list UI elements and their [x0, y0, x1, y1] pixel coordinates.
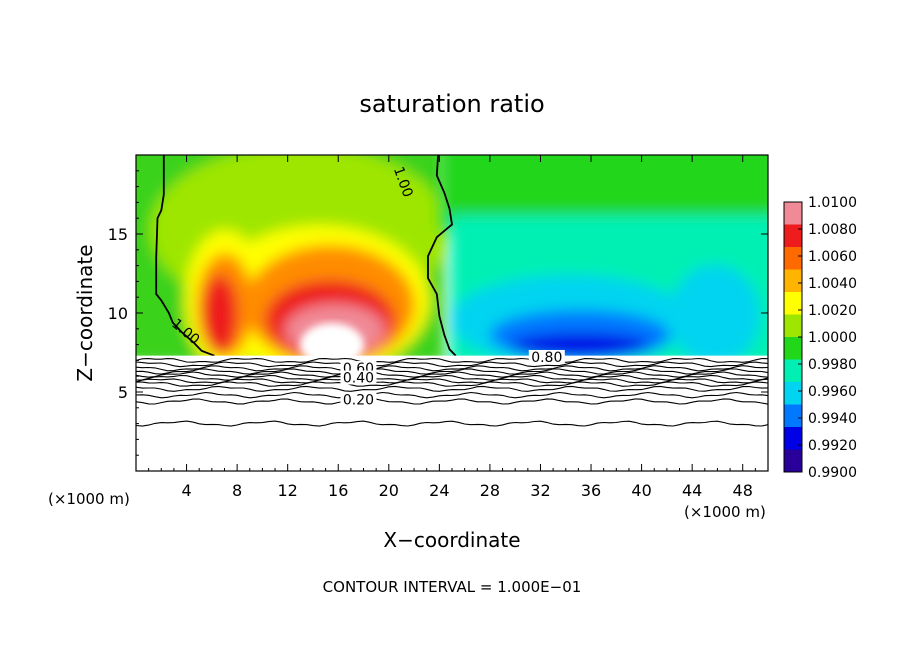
x-tick-label: 44: [682, 481, 702, 500]
x-unit-left: (×1000 m): [48, 490, 130, 508]
y-tick-label: 10: [108, 304, 128, 323]
x-tick-label: 8: [232, 481, 242, 500]
contour-label-background: [340, 370, 377, 385]
colorbar-swatch: [784, 202, 802, 225]
lower-contour-line: [136, 420, 768, 427]
colorbar-label: 1.0080: [808, 222, 857, 238]
lower-contour-line: [136, 374, 768, 381]
x-tick-label: 24: [429, 481, 449, 500]
contour-label-background: [528, 349, 565, 364]
x-tick-label: 48: [733, 481, 753, 500]
x-tick-label: 16: [328, 481, 348, 500]
colorbar-label: 0.9900: [808, 465, 857, 481]
colorbar-label: 1.0100: [808, 195, 857, 211]
colorbar-swatch: [784, 224, 802, 248]
colorbar-label: 0.9960: [808, 384, 857, 400]
y-tick-label: 5: [118, 383, 128, 402]
colorbar-label: 1.0000: [808, 330, 857, 346]
x-tick-label: 40: [631, 481, 651, 500]
chart-title: saturation ratio: [359, 90, 544, 118]
colorbar-swatch: [784, 427, 802, 450]
contour-interval-footer: CONTOUR INTERVAL = 1.000E−01: [323, 578, 582, 596]
x-axis-ticks: 4 8 12 16 20 24 28 32 36 40 44 48: [148, 155, 756, 500]
contour-line-1-00-right: [427, 155, 457, 357]
lower-contour-line: [136, 368, 768, 375]
lower-contour-line: [136, 398, 768, 405]
plot-area: 1.001.000.800.600.400.20: [136, 155, 768, 471]
x-tick-label: 28: [480, 481, 500, 500]
contour-label-background: [340, 392, 377, 407]
colorbar-swatch: [784, 404, 802, 428]
x-tick-label: 4: [181, 481, 191, 500]
colorbar-swatch: [784, 269, 802, 293]
colorbar-label: 0.9940: [808, 411, 857, 427]
y-axis-label: Z−coordinate: [73, 244, 97, 381]
y-tick-label: 15: [108, 225, 128, 244]
lower-contour-lines: [136, 357, 768, 427]
colorbar-label: 1.0020: [808, 303, 857, 319]
colorbar-label: 0.9980: [808, 357, 857, 373]
contour-label: 0.40: [343, 371, 374, 387]
colorbar-label: 1.0040: [808, 276, 857, 292]
x-tick-label: 36: [581, 481, 601, 500]
x-unit-right: (×1000 m): [684, 503, 766, 521]
field-cyan-far-right: [670, 265, 760, 365]
x-tick-label: 12: [278, 481, 298, 500]
colorbar-swatch: [784, 314, 802, 338]
colorbar-swatch: [784, 247, 802, 270]
x-tick-label: 32: [530, 481, 550, 500]
contour-line-1-00-left: [155, 155, 215, 357]
colorbar-label: 0.9920: [808, 438, 857, 454]
x-tick-label: 20: [379, 481, 399, 500]
lower-contour-line: [136, 357, 768, 363]
colorbar-label: 1.0060: [808, 249, 857, 265]
lower-contour-line: [136, 381, 768, 387]
saturation-field-subsaturated: [440, 155, 768, 365]
x-axis-label: X−coordinate: [383, 528, 520, 552]
colorbar-swatch: [784, 382, 802, 405]
field-red-left: [202, 275, 238, 355]
lower-contour-line: [136, 371, 768, 378]
lower-contour-line: [136, 385, 768, 392]
lower-contour-line: [136, 391, 768, 399]
contour-label: 0.80: [531, 350, 562, 366]
y-axis-ticks: 5 10 15: [108, 170, 768, 456]
lower-contour-line: [136, 365, 768, 372]
colorbar-swatch: [784, 337, 802, 360]
colorbar-swatch: [784, 359, 802, 383]
contour-label: 0.20: [343, 393, 374, 409]
colorbar-swatch: [784, 449, 802, 473]
colorbar-swatch: [784, 292, 802, 315]
colorbar: 1.0100 1.0080 1.0060 1.0040 1.0020 1.0000 0.99…: [783, 195, 857, 481]
lower-contour-line: [136, 361, 768, 368]
